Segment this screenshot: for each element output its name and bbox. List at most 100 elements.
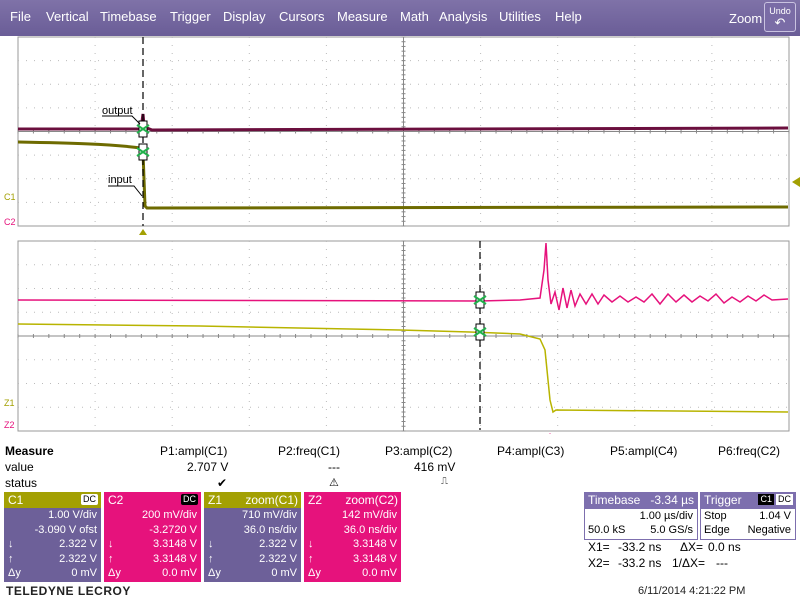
bottom-zoom-grid[interactable]: Z1 Z2 (0, 240, 800, 439)
c1-name: C1 (8, 493, 24, 507)
trigger-header: Trigger C1 DC (700, 492, 796, 508)
datetime: 6/11/2014 4:21:22 PM (638, 585, 746, 597)
z2-source: zoom(C2) (345, 493, 398, 507)
c1-up-value: 2.322 V (59, 552, 97, 565)
trigger-descriptor[interactable]: Trigger C1 DC Stop 1.04 V Edge Negative (700, 492, 796, 540)
menu-bar: File Vertical Timebase Trigger Display C… (0, 0, 800, 36)
trigger-level: 1.04 V (759, 510, 791, 522)
bottom-cursor-marker-2[interactable] (473, 323, 487, 341)
top-grid-svg (17, 36, 800, 235)
c1-coupling-badge: DC (81, 494, 98, 505)
p4-name[interactable]: P4:ampl(C3) (497, 444, 565, 458)
c2-marker[interactable]: C2 (4, 217, 16, 227)
timebase-label: Timebase (588, 493, 641, 507)
x2-value: -33.2 ns (618, 556, 662, 570)
output-label: output (102, 105, 133, 117)
bottom-gridlines (17, 240, 790, 432)
menu-help[interactable]: Help (555, 9, 582, 24)
top-cursor-marker-2[interactable] (136, 143, 150, 161)
trigger-type: Edge (704, 524, 730, 536)
c2-dy-value: 0.0 mV (162, 567, 197, 579)
z1-marker[interactable]: Z1 (4, 398, 15, 408)
c1-dy-value: 0 mV (71, 567, 97, 579)
menu-file[interactable]: File (10, 9, 31, 24)
menu-utilities[interactable]: Utilities (499, 9, 541, 24)
trigger-source-badge: C1 (758, 494, 774, 505)
zoom1-trace (17, 323, 789, 414)
p2-value: --- (328, 460, 340, 474)
menu-trigger[interactable]: Trigger (170, 9, 211, 24)
measure-heading: Measure (5, 444, 54, 458)
bottom-cursor-marker-1[interactable] (473, 291, 487, 309)
z1-tdiv: 36.0 ns/div (243, 523, 297, 536)
z2-up-value: 3.3148 V (352, 552, 397, 565)
p3-pulse-icon: ⎍ (441, 476, 448, 487)
z2-marker[interactable]: Z2 (4, 420, 15, 430)
top-trigger-level-marker[interactable] (792, 177, 800, 187)
measure-table[interactable]: Measure value status P1:ampl(C1) 2.707 V… (0, 442, 800, 492)
timebase-descriptor[interactable]: Timebase -3.34 µs 1.00 µs/div 50.0 kS 5.… (584, 492, 698, 540)
x2-label: X2= (588, 556, 610, 570)
dx-label: ΔX= (680, 540, 704, 554)
c1-dy-label: Δy (8, 567, 21, 579)
undo-button[interactable]: Undo ↶ (764, 2, 796, 32)
c1-vdiv: 1.00 V/div (48, 509, 97, 521)
p2-name[interactable]: P2:freq(C1) (278, 444, 341, 458)
p6-name[interactable]: P6:freq(C2) (718, 444, 781, 458)
z2-header: Z2 zoom(C2) (304, 492, 401, 508)
c1-marker[interactable]: C1 (4, 192, 16, 202)
c2-descriptor[interactable]: C2 DC 200 mV/div -3.2720 V ↓ 3.3148 V ↑ 3.… (104, 492, 201, 582)
z1-header: Z1 zoom(C1) (204, 492, 301, 508)
z1-source: zoom(C1) (245, 493, 298, 507)
timebase-rate: 5.0 GS/s (650, 524, 693, 536)
c2-dy-label: Δy (108, 567, 121, 579)
c1-down-icon: ↓ (8, 538, 14, 550)
z1-dy-value: 0 mV (271, 567, 297, 579)
p5-name[interactable]: P5:ampl(C4) (610, 444, 678, 458)
c2-coupling-badge: DC (181, 494, 198, 505)
output-leader (102, 115, 141, 125)
menu-math[interactable]: Math (400, 9, 429, 24)
z2-tdiv: 36.0 ns/div (343, 523, 397, 536)
z1-name: Z1 (208, 493, 223, 507)
z2-dy-value: 0.0 mV (362, 567, 397, 579)
z2-up-icon: ↑ (308, 552, 314, 565)
undo-label: Undo (769, 6, 791, 16)
trigger-slope: Negative (747, 524, 791, 536)
bottom-trigger-position-marker[interactable] (546, 433, 554, 439)
zoom2-trace (17, 242, 789, 311)
top-cursor-marker-1[interactable] (136, 120, 150, 138)
c1-up-icon: ↑ (8, 552, 14, 565)
p1-value: 2.707 V (187, 460, 229, 474)
p1-name[interactable]: P1:ampl(C1) (160, 444, 228, 458)
c2-offset: -3.2720 V (149, 523, 197, 536)
brand-logo: TELEDYNE LECROY (6, 584, 131, 598)
p3-name[interactable]: P3:ampl(C2) (385, 444, 453, 458)
c2-vdiv: 200 mV/div (141, 509, 197, 521)
z1-up-icon: ↑ (208, 552, 214, 565)
cursor-readout[interactable]: X1= -33.2 ns ΔX= 0.0 ns X2= -33.2 ns 1/Δ… (588, 540, 798, 572)
z2-descriptor[interactable]: Z2 zoom(C2) 142 mV/div 36.0 ns/div ↓ 3.31… (304, 492, 401, 582)
menu-analysis[interactable]: Analysis (439, 9, 488, 24)
c2-down-value: 3.3148 V (152, 538, 197, 550)
z1-up-value: 2.322 V (259, 552, 297, 565)
timebase-samples: 50.0 kS (588, 524, 626, 536)
z2-down-icon: ↓ (308, 538, 314, 550)
menu-measure[interactable]: Measure (337, 9, 388, 24)
menu-cursors[interactable]: Cursors (279, 9, 325, 24)
zoom-button[interactable]: Zoom (729, 11, 763, 26)
c1-descriptor[interactable]: C1 DC 1.00 V/div -3.090 V ofst ↓ 2.322 V … (4, 492, 101, 582)
c1-offset: -3.090 V ofst (34, 523, 97, 536)
trigger-label: Trigger (704, 493, 742, 507)
z1-descriptor[interactable]: Z1 zoom(C1) 710 mV/div 36.0 ns/div ↓ 2.32… (204, 492, 301, 582)
top-waveform-grid[interactable]: output input C1 C2 (0, 36, 800, 236)
menu-timebase[interactable]: Timebase (100, 9, 157, 24)
c2-up-icon: ↑ (108, 552, 114, 565)
top-trigger-position-marker[interactable] (139, 229, 147, 235)
z1-down-value: 2.322 V (259, 538, 297, 550)
timebase-tdiv: 1.00 µs/div (639, 510, 693, 522)
top-gridlines (17, 36, 790, 227)
menu-display[interactable]: Display (223, 9, 266, 24)
dx-value: 0.0 ns (708, 540, 741, 554)
menu-vertical[interactable]: Vertical (46, 9, 89, 24)
